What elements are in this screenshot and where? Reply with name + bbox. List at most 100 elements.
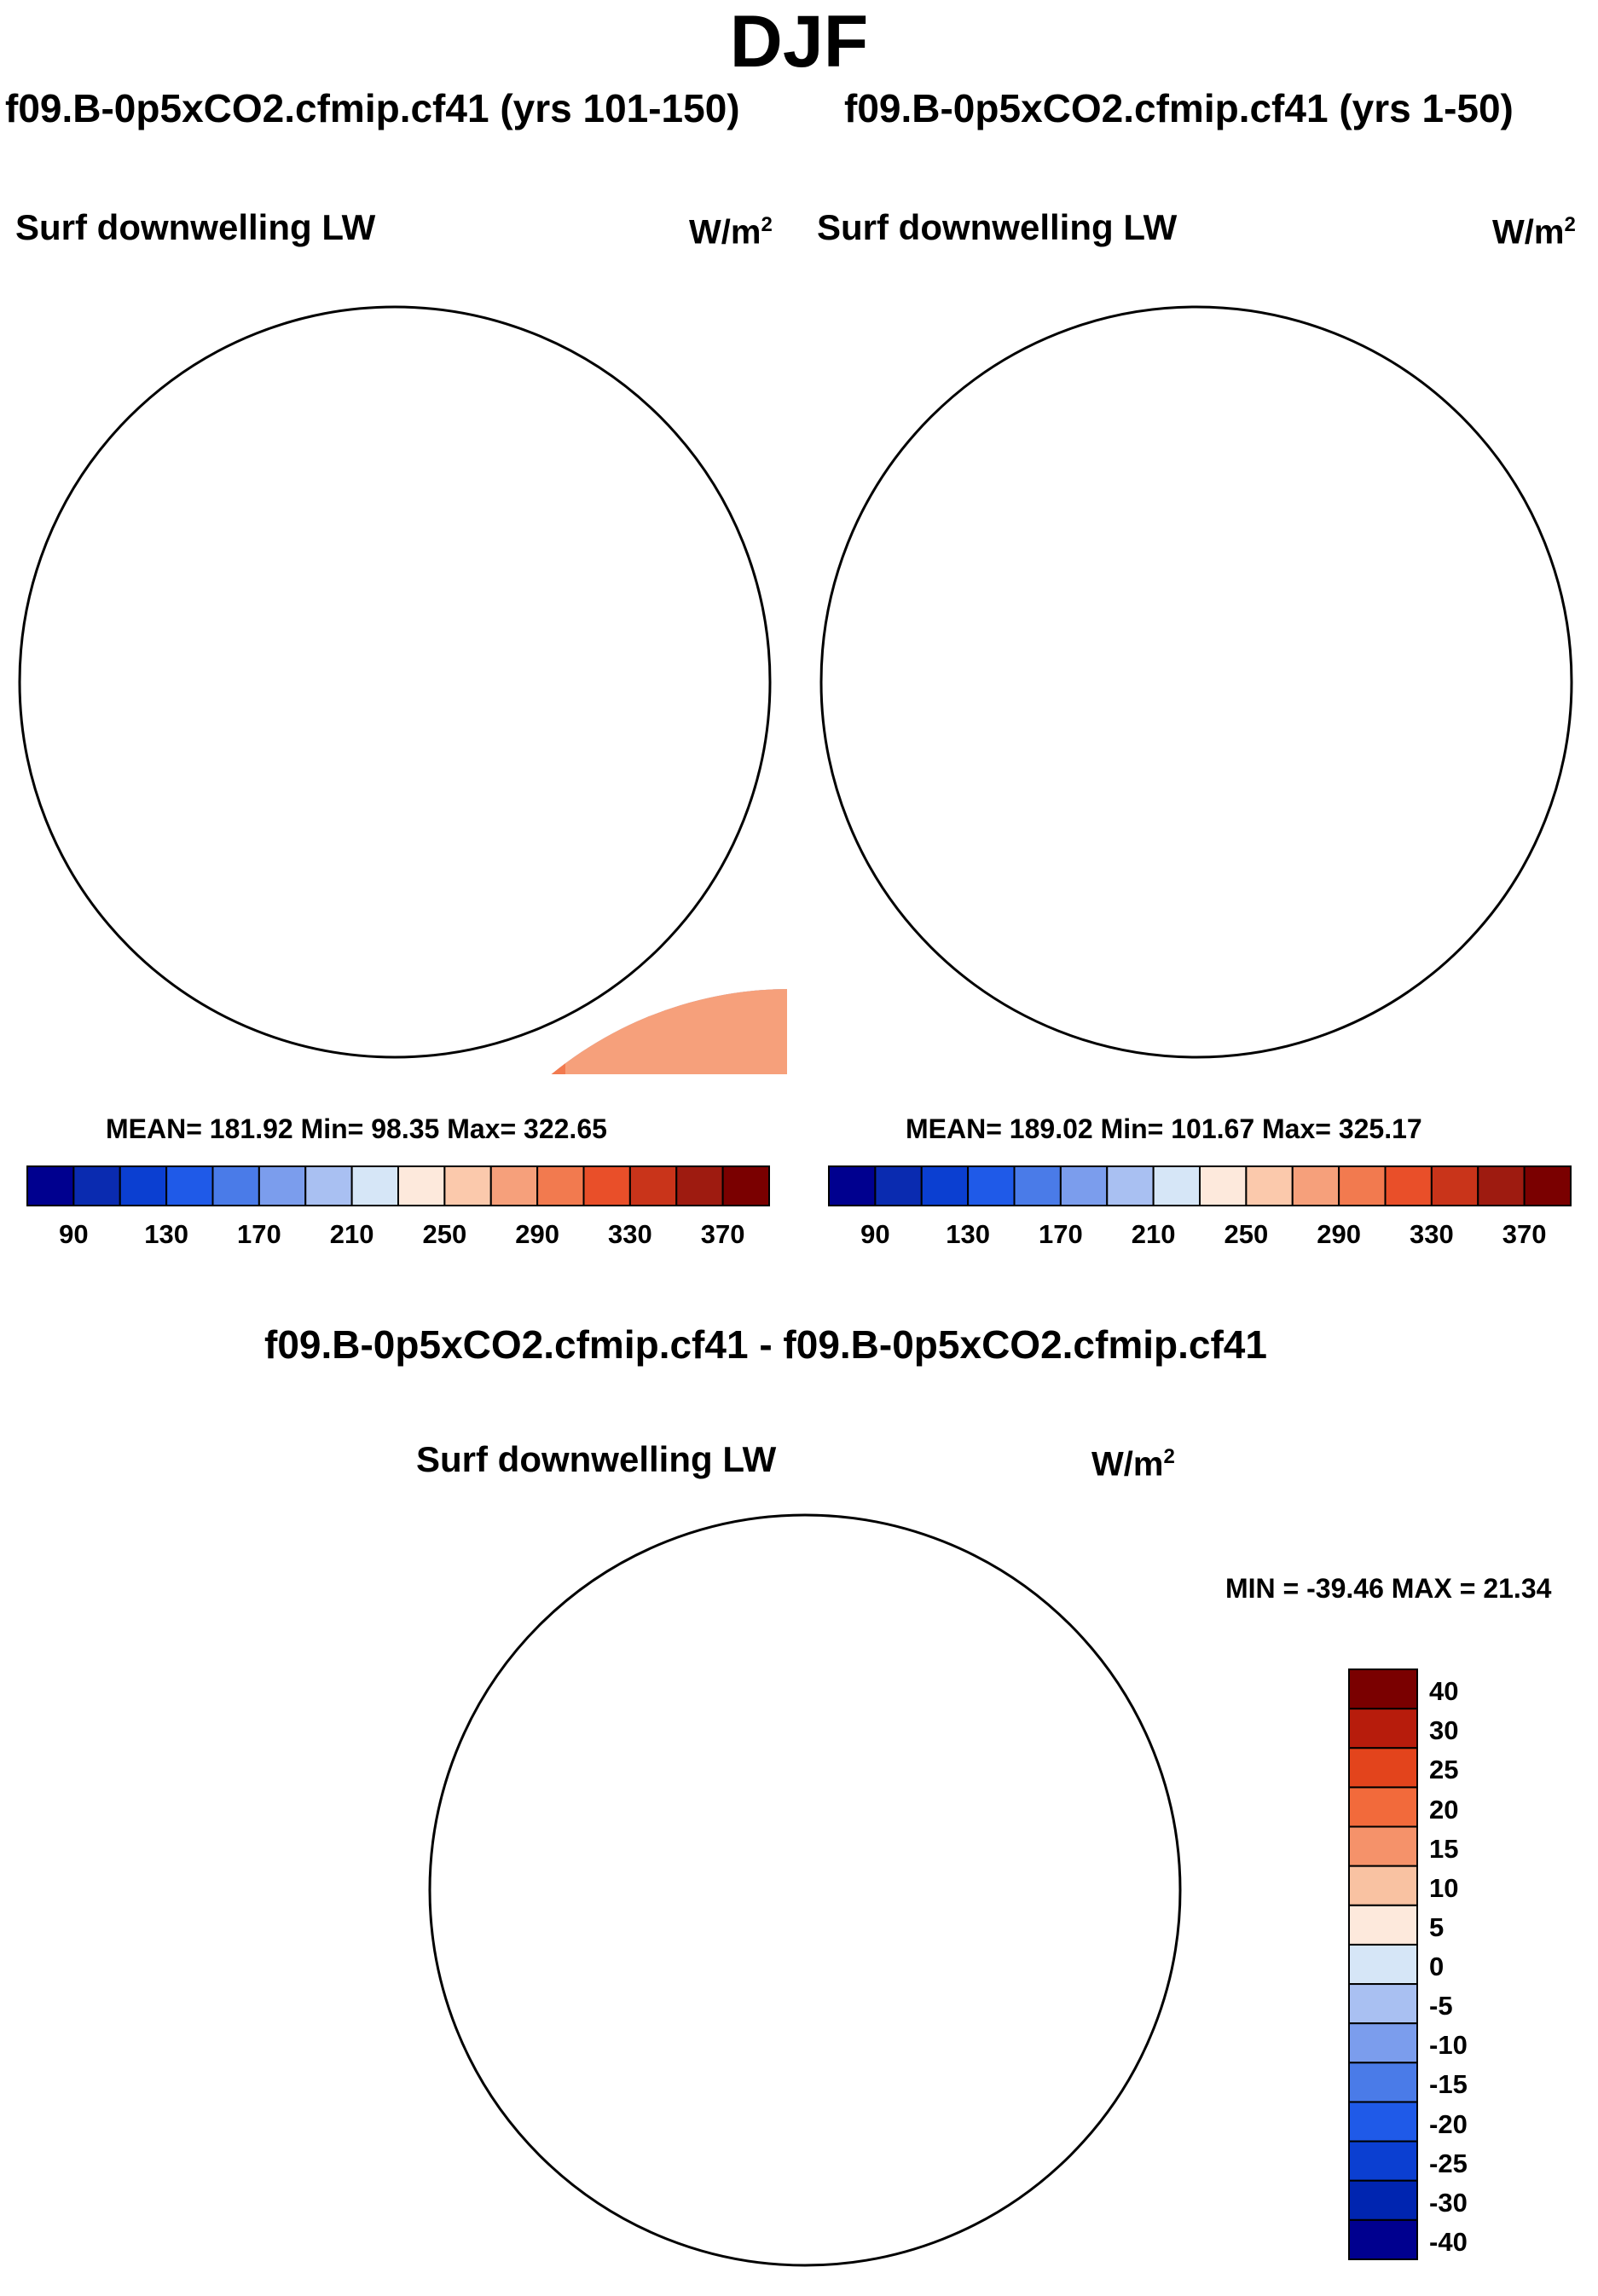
- left-colorbar-swatch: [119, 1165, 168, 1206]
- difference-colorbar-swatch: [1348, 1983, 1418, 2025]
- difference-colorbar-swatch: [1348, 1865, 1418, 1906]
- left-variable-label: Surf downwelling LW: [15, 207, 376, 247]
- difference-colorbar-swatch: [1348, 1786, 1418, 1828]
- difference-colorbar-tick-label: 30: [1429, 1715, 1459, 1746]
- left-colorbar-tick-label: 250: [422, 1219, 467, 1249]
- difference-colorbar-tick-label: 15: [1429, 1833, 1459, 1864]
- right-colorbar-swatch: [1384, 1165, 1433, 1206]
- left-colorbar-swatch: [397, 1165, 446, 1206]
- left-colorbar-swatch: [26, 1165, 75, 1206]
- right-colorbar-swatch: [828, 1165, 877, 1206]
- difference-stats: MIN = -39.46 MAX = 21.34: [1225, 1573, 1552, 1604]
- left-colorbar-swatch: [721, 1165, 770, 1206]
- left-colorbar-swatch: [675, 1165, 724, 1206]
- right-colorbar-tick-label: 330: [1410, 1219, 1454, 1249]
- difference-colorbar-swatch: [1348, 1904, 1418, 1946]
- difference-colorbar-swatch: [1348, 2179, 1418, 2221]
- difference-colorbar-swatch: [1348, 1669, 1418, 1710]
- right-units-label: W/m2: [1492, 213, 1576, 252]
- difference-colorbar-swatch: [1348, 2140, 1418, 2182]
- left-colorbar-swatch: [350, 1165, 399, 1206]
- difference-colorbar-tick-label: -25: [1429, 2148, 1468, 2178]
- left-colorbar: [26, 1165, 770, 1206]
- right-colorbar-swatch: [1245, 1165, 1294, 1206]
- difference-colorbar-tick-label: -10: [1429, 2030, 1468, 2061]
- difference-colorbar-swatch: [1348, 1825, 1418, 1867]
- left-colorbar-swatch: [536, 1165, 585, 1206]
- right-colorbar-swatch: [1477, 1165, 1526, 1206]
- left-colorbar-tick-label: 130: [144, 1219, 188, 1249]
- left-colorbar-swatch: [443, 1165, 492, 1206]
- difference-title: f09.B-0p5xCO2.cfmip.cf41 - f09.B-0p5xCO2…: [264, 1322, 1267, 1367]
- right-colorbar-swatch: [1152, 1165, 1201, 1206]
- right-colorbar-swatch: [920, 1165, 970, 1206]
- right-colorbar-swatch: [967, 1165, 1016, 1206]
- difference-colorbar: [1348, 1669, 1418, 2261]
- difference-colorbar-tick-label: -30: [1429, 2187, 1468, 2218]
- left-panel-stats: MEAN= 181.92 Min= 98.35 Max= 322.65: [106, 1113, 607, 1144]
- right-colorbar-tick-label: 130: [946, 1219, 990, 1249]
- difference-polar-map: [428, 1513, 1182, 2267]
- difference-colorbar-tick-label: 20: [1429, 1794, 1459, 1825]
- right-colorbar-tick-label: 170: [1039, 1219, 1083, 1249]
- difference-colorbar-swatch: [1348, 1708, 1418, 1749]
- left-colorbar-swatch: [211, 1165, 260, 1206]
- difference-colorbar-tick-label: 0: [1429, 1952, 1445, 1982]
- left-colorbar-swatch: [304, 1165, 353, 1206]
- difference-variable-label: Surf downwelling LW: [416, 1439, 777, 1479]
- left-colorbar-swatch: [489, 1165, 539, 1206]
- difference-colorbar-tick-label: -20: [1429, 2108, 1468, 2139]
- right-colorbar-swatch: [1199, 1165, 1248, 1206]
- left-colorbar-tick-label: 370: [700, 1219, 745, 1249]
- right-colorbar-swatch: [1523, 1165, 1572, 1206]
- left-colorbar-tick-label: 170: [237, 1219, 281, 1249]
- right-panel-stats: MEAN= 189.02 Min= 101.67 Max= 325.17: [906, 1113, 1422, 1144]
- right-colorbar-tick-label: 210: [1131, 1219, 1176, 1249]
- difference-colorbar-tick-label: 5: [1429, 1911, 1445, 1942]
- left-colorbar-swatch: [258, 1165, 307, 1206]
- difference-colorbar-tick-label: -40: [1429, 2227, 1468, 2257]
- difference-colorbar-swatch: [1348, 2022, 1418, 2064]
- difference-colorbar-swatch: [1348, 2101, 1418, 2143]
- difference-colorbar-tick-label: 10: [1429, 1872, 1459, 1903]
- left-polar-map: [18, 305, 787, 1074]
- difference-colorbar-swatch: [1348, 2062, 1418, 2103]
- difference-colorbar-swatch: [1348, 1747, 1418, 1789]
- difference-colorbar-swatch: [1348, 2218, 1418, 2261]
- difference-colorbar-tick-label: 25: [1429, 1755, 1459, 1785]
- left-colorbar-tick-label: 90: [59, 1219, 89, 1249]
- right-colorbar: [828, 1165, 1572, 1206]
- difference-units-label: W/m2: [1091, 1445, 1175, 1483]
- left-colorbar-swatch: [628, 1165, 678, 1206]
- difference-colorbar-tick-label: 40: [1429, 1676, 1459, 1707]
- difference-map-boundary: [428, 1513, 1182, 2267]
- left-panel-title: f09.B-0p5xCO2.cfmip.cf41 (yrs 101-150): [5, 86, 740, 130]
- right-colorbar-swatch: [1430, 1165, 1479, 1206]
- right-map-boundary: [819, 305, 1573, 1059]
- left-map-boundary: [18, 305, 772, 1059]
- right-polar-map: [819, 305, 1573, 1059]
- right-panel-title: f09.B-0p5xCO2.cfmip.cf41 (yrs 1-50): [844, 86, 1514, 130]
- right-colorbar-swatch: [1013, 1165, 1062, 1206]
- right-colorbar-swatch: [1338, 1165, 1387, 1206]
- left-colorbar-tick-label: 210: [329, 1219, 374, 1249]
- left-colorbar-swatch: [72, 1165, 121, 1206]
- right-colorbar-swatch: [874, 1165, 923, 1206]
- left-units-label: W/m2: [689, 213, 773, 252]
- right-colorbar-tick-label: 290: [1317, 1219, 1361, 1249]
- right-colorbar-tick-label: 370: [1502, 1219, 1547, 1249]
- left-colorbar-tick-label: 330: [608, 1219, 652, 1249]
- right-colorbar-swatch: [1291, 1165, 1340, 1206]
- right-colorbar-tick-label: 250: [1224, 1219, 1269, 1249]
- right-colorbar-swatch: [1106, 1165, 1155, 1206]
- season-title: DJF: [729, 1, 869, 83]
- left-colorbar-swatch: [165, 1165, 214, 1206]
- right-variable-label: Surf downwelling LW: [817, 207, 1178, 247]
- right-colorbar-swatch: [1059, 1165, 1109, 1206]
- left-colorbar-swatch: [582, 1165, 631, 1206]
- difference-colorbar-swatch: [1348, 1943, 1418, 1986]
- right-colorbar-tick-label: 90: [860, 1219, 890, 1249]
- difference-colorbar-tick-label: -5: [1429, 1991, 1453, 2021]
- left-colorbar-tick-label: 290: [515, 1219, 559, 1249]
